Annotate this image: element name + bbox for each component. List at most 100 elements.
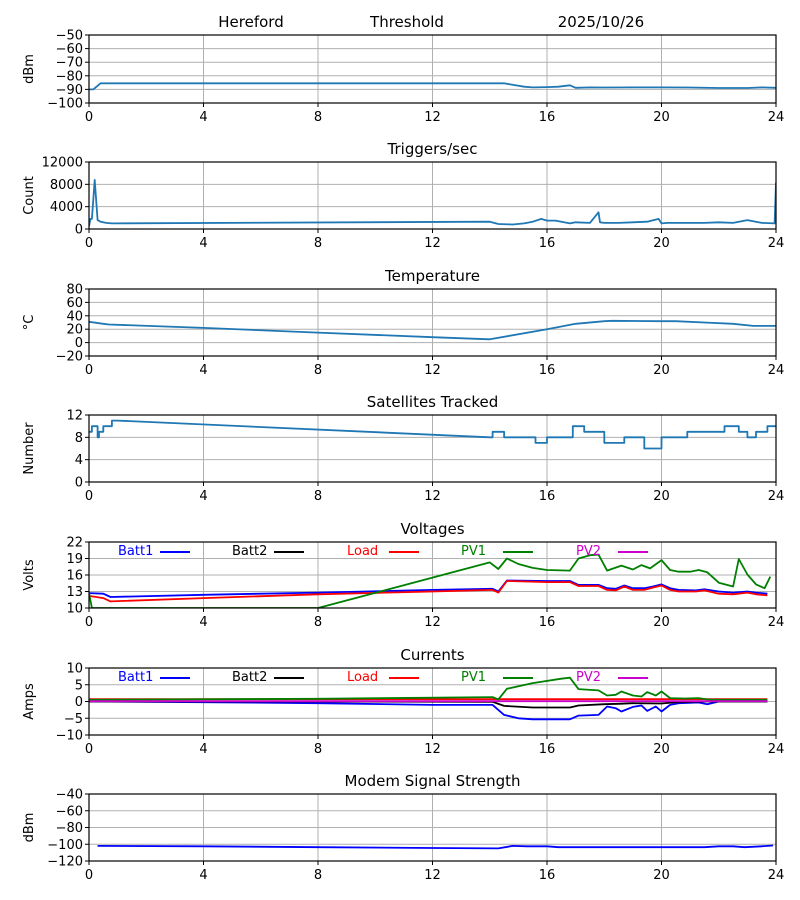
legend-label-batt1: Batt1 bbox=[118, 544, 153, 559]
x-tick-label: 0 bbox=[85, 615, 93, 630]
legend-label-batt1: Batt1 bbox=[118, 670, 153, 685]
x-tick-label: 16 bbox=[539, 489, 556, 504]
x-tick-label: 12 bbox=[424, 742, 441, 757]
legend-label-load: Load bbox=[347, 670, 378, 685]
y-tick-label: 4000 bbox=[50, 200, 83, 215]
chart-title: Currents bbox=[400, 646, 464, 664]
x-tick-label: 8 bbox=[314, 742, 322, 757]
x-tick-label: 8 bbox=[314, 363, 322, 378]
panel-triggers: 0 4 8 12 16 20 24 0 4000 8000 12000 Triggers/sec Cou… bbox=[22, 140, 784, 251]
x-tick-label: 4 bbox=[199, 236, 207, 251]
panel-satellites: 0 4 8 12 16 20 24 0 4 8 12 Satellites Tracked Number bbox=[22, 393, 784, 504]
x-tick-label: 8 bbox=[314, 868, 322, 883]
series-line-modem bbox=[97, 844, 774, 850]
y-tick-label: 0 bbox=[75, 476, 83, 491]
x-tick-label: 16 bbox=[539, 110, 556, 125]
x-tick-label: 12 bbox=[424, 868, 441, 883]
legend-label-batt2: Batt2 bbox=[232, 544, 267, 559]
x-tick-label: 16 bbox=[539, 615, 556, 630]
y-tick-label: 40 bbox=[66, 309, 83, 324]
y-tick-label: −40 bbox=[56, 788, 83, 803]
x-tick-label: 24 bbox=[768, 615, 785, 630]
x-tick-label: 20 bbox=[653, 236, 670, 251]
y-tick-label: 12 bbox=[66, 409, 83, 424]
y-tick-label: 5 bbox=[75, 678, 83, 693]
x-tick-label: 20 bbox=[653, 868, 670, 883]
y-tick-label: 0 bbox=[75, 223, 83, 238]
x-tick-label: 20 bbox=[653, 742, 670, 757]
x-tick-label: 20 bbox=[653, 489, 670, 504]
y-tick-label: 19 bbox=[66, 552, 83, 567]
series-line-triggers bbox=[89, 178, 776, 227]
series-line-batt1 bbox=[89, 700, 768, 721]
x-tick-label: 20 bbox=[653, 110, 670, 125]
legend-label-pv1: PV1 bbox=[461, 670, 486, 685]
x-tick-label: 16 bbox=[539, 236, 556, 251]
y-tick-label: 20 bbox=[66, 323, 83, 338]
y-axis-label: Number bbox=[22, 422, 37, 475]
chart-title: Modem Signal Strength bbox=[345, 772, 521, 790]
header-mode: Threshold bbox=[369, 13, 444, 31]
y-tick-label: −100 bbox=[47, 97, 83, 112]
y-tick-label: −5 bbox=[64, 712, 83, 727]
legend-label-pv2: PV2 bbox=[576, 670, 601, 685]
y-tick-label: 22 bbox=[66, 536, 83, 551]
legend-label-pv1: PV1 bbox=[461, 544, 486, 559]
series-line-satellites bbox=[89, 419, 776, 450]
x-tick-label: 24 bbox=[768, 868, 785, 883]
y-axis-label: dBm bbox=[22, 813, 37, 843]
x-tick-label: 12 bbox=[424, 110, 441, 125]
y-axis-label: °C bbox=[22, 315, 37, 331]
x-tick-label: 8 bbox=[314, 110, 322, 125]
x-tick-label: 20 bbox=[653, 615, 670, 630]
y-tick-label: −80 bbox=[56, 821, 83, 836]
x-tick-label: 16 bbox=[539, 363, 556, 378]
series-line-load bbox=[89, 580, 768, 603]
y-axis-label: Amps bbox=[22, 683, 37, 720]
chart-title: Satellites Tracked bbox=[367, 393, 498, 411]
x-tick-label: 24 bbox=[768, 742, 785, 757]
x-tick-label: 0 bbox=[85, 742, 93, 757]
y-tick-label: −60 bbox=[56, 804, 83, 819]
y-axis-label: dBm bbox=[22, 54, 37, 84]
y-axis-label: Volts bbox=[22, 559, 37, 591]
x-tick-label: 12 bbox=[424, 236, 441, 251]
y-tick-label: −60 bbox=[56, 42, 83, 57]
x-tick-label: 20 bbox=[653, 363, 670, 378]
panel-threshold: 0 4 8 12 16 20 24 −100−90−80−70−60−50 dBm bbox=[22, 29, 784, 126]
y-tick-label: −20 bbox=[56, 350, 83, 365]
y-tick-label: −50 bbox=[56, 29, 83, 44]
y-tick-label: 16 bbox=[66, 569, 83, 584]
y-axis-label: Count bbox=[22, 176, 37, 215]
legend-label-pv2: PV2 bbox=[576, 544, 601, 559]
y-tick-label: −80 bbox=[56, 69, 83, 84]
x-tick-label: 24 bbox=[768, 489, 785, 504]
x-tick-label: 0 bbox=[85, 363, 93, 378]
x-tick-label: 0 bbox=[85, 489, 93, 504]
x-tick-label: 24 bbox=[768, 236, 785, 251]
x-tick-label: 0 bbox=[85, 110, 93, 125]
panel-modem: 0 4 8 12 16 20 24 −120 −100 −80 −60−40 Modem Signal… bbox=[22, 772, 784, 883]
y-tick-label: 0 bbox=[75, 336, 83, 351]
y-tick-label: 8000 bbox=[50, 178, 83, 193]
series-line-temperature bbox=[89, 319, 776, 341]
y-tick-label: −90 bbox=[56, 83, 83, 98]
x-tick-label: 16 bbox=[539, 868, 556, 883]
x-tick-label: 8 bbox=[314, 236, 322, 251]
x-tick-label: 12 bbox=[424, 489, 441, 504]
y-tick-label: 8 bbox=[75, 431, 83, 446]
x-tick-label: 0 bbox=[85, 236, 93, 251]
x-tick-label: 0 bbox=[85, 868, 93, 883]
x-tick-label: 16 bbox=[539, 742, 556, 757]
y-tick-label: 12000 bbox=[42, 156, 83, 171]
x-tick-label: 4 bbox=[199, 615, 207, 630]
x-tick-label: 4 bbox=[199, 868, 207, 883]
y-tick-label: −120 bbox=[47, 855, 83, 870]
series-line-threshold bbox=[89, 82, 776, 91]
y-tick-label: −100 bbox=[47, 838, 83, 853]
series-line-batt2 bbox=[89, 700, 768, 709]
